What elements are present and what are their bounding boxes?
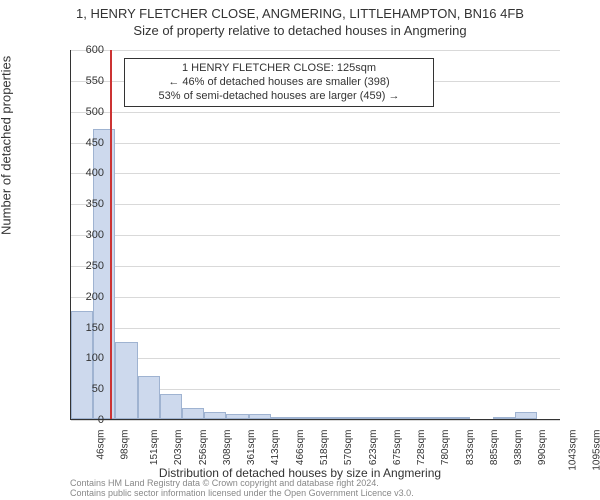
y-tick-label: 200 bbox=[64, 291, 104, 303]
y-axis-label: Number of detached properties bbox=[0, 56, 14, 235]
y-tick-label: 550 bbox=[64, 75, 104, 87]
histogram-bar bbox=[271, 417, 293, 419]
x-tick-label: 833sqm bbox=[465, 430, 476, 466]
gridline-h bbox=[71, 358, 560, 359]
y-tick-label: 100 bbox=[64, 352, 104, 364]
histogram-bar bbox=[515, 412, 537, 419]
x-tick-label: 938sqm bbox=[513, 430, 524, 466]
histogram-bar bbox=[382, 417, 404, 419]
histogram-bar bbox=[493, 417, 515, 419]
x-tick-label: 466sqm bbox=[295, 430, 306, 466]
y-tick-label: 250 bbox=[64, 260, 104, 272]
histogram-bar bbox=[404, 417, 426, 419]
x-tick-label: 1095sqm bbox=[591, 430, 600, 471]
gridline-h bbox=[71, 235, 560, 236]
x-tick-label: 518sqm bbox=[319, 430, 330, 466]
histogram-bar bbox=[315, 417, 337, 419]
credit-line2: Contains public sector information licen… bbox=[70, 488, 580, 498]
x-tick-label: 728sqm bbox=[416, 430, 427, 466]
histogram-bar bbox=[182, 408, 204, 419]
x-tick-label: 203sqm bbox=[173, 430, 184, 466]
y-tick-label: 400 bbox=[64, 167, 104, 179]
chart-container: 1, HENRY FLETCHER CLOSE, ANGMERING, LITT… bbox=[0, 0, 600, 500]
x-tick-label: 98sqm bbox=[119, 430, 130, 460]
histogram-bar bbox=[293, 417, 315, 419]
annotation-line2: ← 46% of detached houses are smaller (39… bbox=[133, 76, 425, 90]
histogram-bar bbox=[249, 414, 271, 419]
x-tick-label: 1043sqm bbox=[567, 430, 578, 471]
histogram-bar bbox=[426, 417, 448, 419]
gridline-h bbox=[71, 143, 560, 144]
histogram-bar bbox=[138, 376, 160, 419]
x-tick-label: 46sqm bbox=[95, 430, 106, 460]
x-tick-label: 885sqm bbox=[489, 430, 500, 466]
x-tick-label: 413sqm bbox=[271, 430, 282, 466]
gridline-h bbox=[71, 204, 560, 205]
gridline-h bbox=[71, 266, 560, 267]
x-tick-label: 990sqm bbox=[537, 430, 548, 466]
histogram-bar bbox=[226, 414, 248, 419]
credit-line1: Contains HM Land Registry data © Crown c… bbox=[70, 478, 580, 488]
gridline-h bbox=[71, 420, 560, 421]
gridline-h bbox=[71, 173, 560, 174]
annotation-box: 1 HENRY FLETCHER CLOSE: 125sqm← 46% of d… bbox=[124, 58, 434, 107]
x-tick-label: 308sqm bbox=[222, 430, 233, 466]
x-tick-label: 675sqm bbox=[392, 430, 403, 466]
chart-title-line1: 1, HENRY FLETCHER CLOSE, ANGMERING, LITT… bbox=[0, 0, 600, 21]
histogram-bar bbox=[160, 394, 182, 419]
gridline-h bbox=[71, 328, 560, 329]
y-tick-label: 150 bbox=[64, 322, 104, 334]
histogram-bar bbox=[204, 412, 226, 419]
x-tick-label: 256sqm bbox=[198, 430, 209, 466]
histogram-bar bbox=[115, 342, 137, 419]
plot-area: 1 HENRY FLETCHER CLOSE: 125sqm← 46% of d… bbox=[70, 50, 560, 420]
chart-title-line2: Size of property relative to detached ho… bbox=[0, 21, 600, 38]
gridline-h bbox=[71, 50, 560, 51]
y-tick-label: 300 bbox=[64, 229, 104, 241]
y-tick-label: 450 bbox=[64, 137, 104, 149]
x-tick-label: 623sqm bbox=[368, 430, 379, 466]
y-tick-label: 600 bbox=[64, 44, 104, 56]
histogram-bar bbox=[448, 417, 470, 419]
x-tick-label: 570sqm bbox=[343, 430, 354, 466]
credit-text: Contains HM Land Registry data © Crown c… bbox=[70, 478, 580, 498]
gridline-h bbox=[71, 297, 560, 298]
annotation-line3: 53% of semi-detached houses are larger (… bbox=[133, 90, 425, 104]
y-tick-label: 500 bbox=[64, 106, 104, 118]
histogram-bar bbox=[337, 417, 359, 419]
x-tick-label: 361sqm bbox=[246, 430, 257, 466]
x-tick-label: 151sqm bbox=[149, 430, 160, 466]
y-tick-label: 50 bbox=[64, 383, 104, 395]
x-tick-label: 780sqm bbox=[440, 430, 451, 466]
histogram-bar bbox=[359, 417, 381, 419]
reference-line bbox=[110, 50, 112, 419]
annotation-line1: 1 HENRY FLETCHER CLOSE: 125sqm bbox=[133, 62, 425, 76]
gridline-h bbox=[71, 112, 560, 113]
y-tick-label: 350 bbox=[64, 198, 104, 210]
y-tick-label: 0 bbox=[64, 414, 104, 426]
